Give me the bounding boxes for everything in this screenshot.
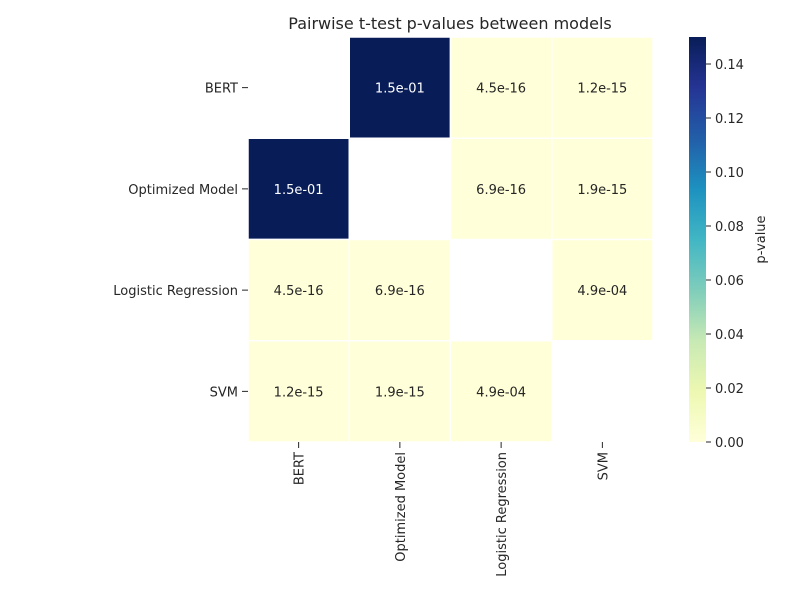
heatmap-cell — [247, 238, 350, 342]
colorbar-tick-label: 0.02 — [715, 382, 744, 397]
colorbar: 0.00 0.02 0.04 0.06 0.08 0.10 0.12 0.14 p-value — [689, 37, 769, 451]
chart-title: Pairwise t-test p-values between models — [288, 14, 611, 33]
x-tick-label: BERT — [293, 452, 308, 485]
x-tick-label: Logistic Regression — [495, 452, 510, 577]
cell-value-label: 4.5e-16 — [274, 284, 324, 299]
heatmap-cell — [551, 36, 654, 139]
cell-value-label: 1.9e-15 — [577, 183, 627, 198]
heatmap-cell — [348, 36, 452, 139]
y-tick-label: Optimized Model — [128, 183, 238, 198]
y-tick-label: SVM — [210, 385, 238, 400]
colorbar-tick-label: 0.06 — [715, 274, 744, 289]
colorbar-tick-label: 0.14 — [715, 58, 744, 73]
y-tick-label: BERT — [205, 82, 238, 97]
x-tick-label: Optimized Model — [394, 452, 409, 562]
heatmap-cell — [247, 137, 350, 241]
colorbar-tick-label: 0.00 — [715, 436, 744, 451]
cell-value-label: 4.9e-04 — [476, 385, 526, 400]
cell-value-label: 4.9e-04 — [577, 284, 627, 299]
x-tick-label: SVM — [596, 452, 611, 480]
heatmap-grid: 1.5e-01 4.5e-16 1.2e-15 1.5e-01 6.9e-16 1.9e-… — [247, 36, 654, 443]
cell-value-label: 6.9e-16 — [375, 284, 425, 299]
cell-value-label: 1.5e-01 — [274, 183, 324, 198]
cell-value-label: 1.2e-15 — [274, 385, 324, 400]
heatmap-cell — [551, 238, 654, 342]
cell-value-label: 1.9e-15 — [375, 385, 425, 400]
heatmap-cell — [551, 137, 654, 241]
cell-value-label: 1.2e-15 — [577, 82, 627, 97]
colorbar-tick-label: 0.10 — [715, 166, 744, 181]
colorbar-gradient — [689, 37, 706, 442]
cell-value-label: 6.9e-16 — [476, 183, 526, 198]
y-tick-label: Logistic Regression — [113, 284, 238, 299]
y-axis: BERT Optimized Model Logistic Regression SV… — [113, 82, 248, 400]
colorbar-tick-label: 0.12 — [715, 112, 744, 127]
colorbar-tick-label: 0.08 — [715, 220, 744, 235]
heatmap-cell — [348, 340, 452, 443]
x-axis: BERT Optimized Model Logistic Regression SV… — [293, 442, 611, 577]
colorbar-label: p-value — [754, 215, 769, 263]
cell-value-label: 1.5e-01 — [375, 82, 425, 97]
heatmap-cell — [449, 340, 553, 443]
colorbar-tick-label: 0.04 — [715, 328, 744, 343]
heatmap-cell — [348, 238, 452, 342]
cell-value-label: 4.5e-16 — [476, 82, 526, 97]
